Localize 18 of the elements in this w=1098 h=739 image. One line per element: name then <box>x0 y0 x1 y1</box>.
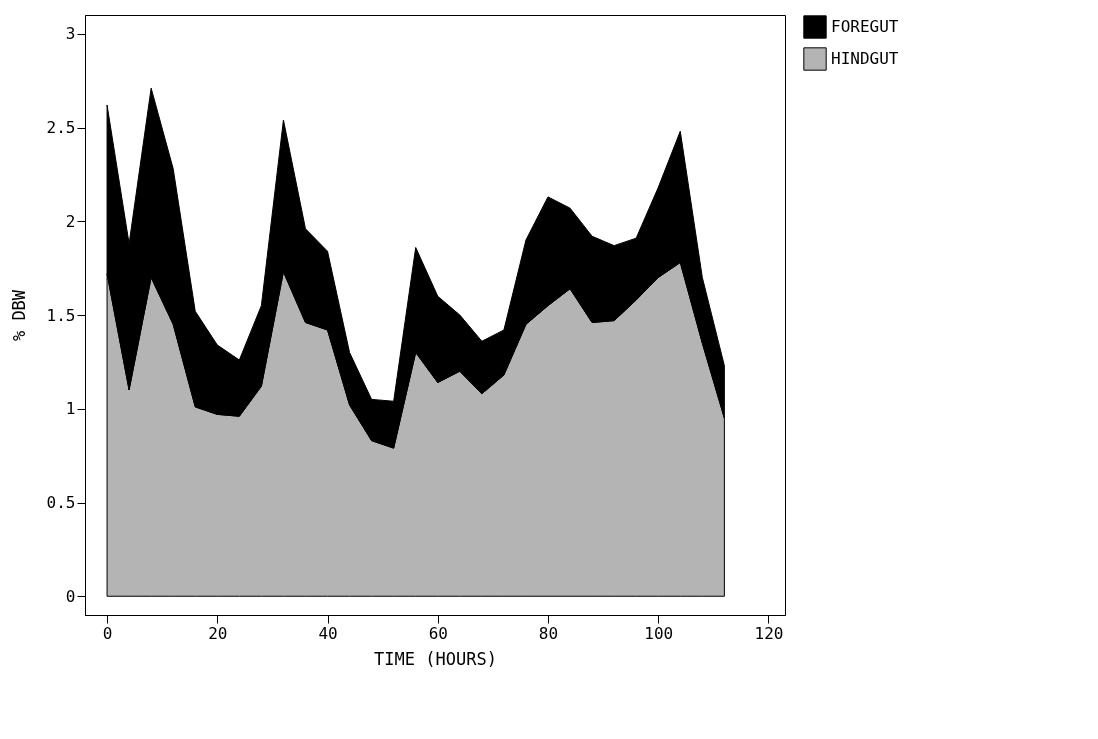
y-tick-label: 1.5 <box>46 305 76 325</box>
x-tick-label: 120 <box>754 623 784 643</box>
y-tick-label: 2 <box>65 211 76 231</box>
x-tick-label: 80 <box>538 623 559 643</box>
y-tick-label: 0.5 <box>46 493 76 512</box>
y-tick-label: 2.5 <box>46 118 76 137</box>
x-tick-label: 40 <box>318 623 338 643</box>
x-tick-label: 100 <box>644 623 674 643</box>
legend-label: FOREGUT <box>831 17 899 36</box>
y-tick-label: 0 <box>65 586 76 606</box>
y-tick-label: 1 <box>65 399 76 419</box>
x-tick-label: 60 <box>428 623 448 643</box>
legend-label: HINDGUT <box>831 49 899 68</box>
y-tick-label: 3 <box>65 24 76 44</box>
y-axis-title: % DBW <box>8 289 29 342</box>
x-tick-label: 0 <box>102 623 113 643</box>
x-axis-title: TIME (HOURS) <box>374 648 497 669</box>
x-tick-label: 20 <box>208 623 228 643</box>
